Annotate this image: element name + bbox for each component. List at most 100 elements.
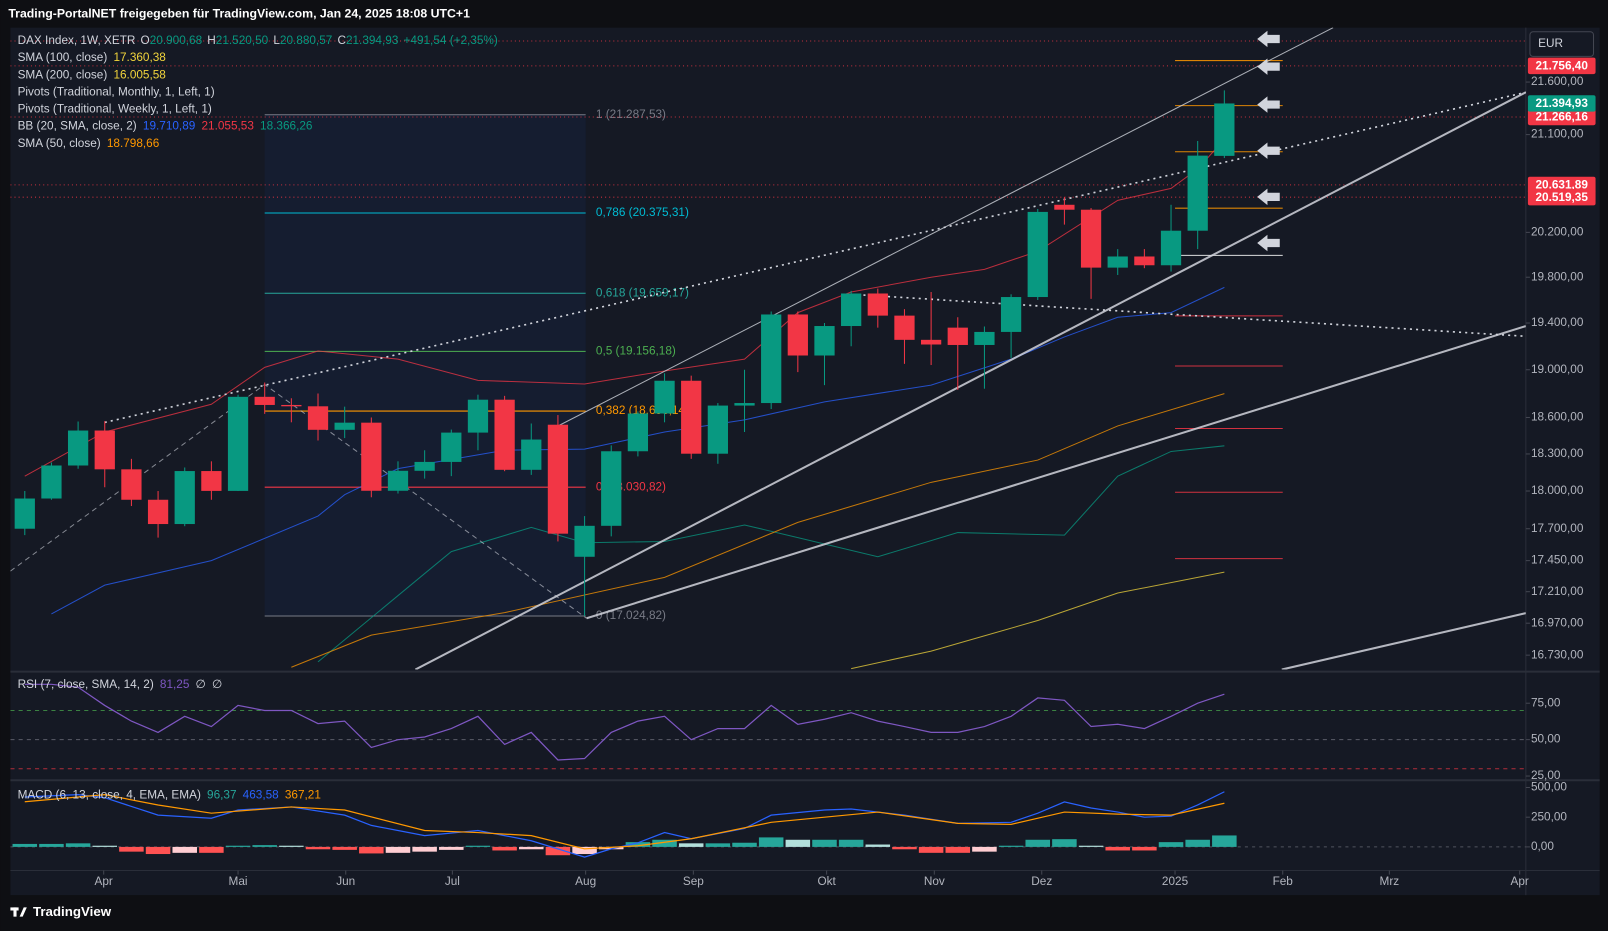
- candle-body: [1187, 155, 1208, 231]
- histogram-bar: [305, 846, 331, 850]
- histogram-bar: [1078, 845, 1104, 847]
- indicator-value: 16.005,58: [113, 68, 166, 81]
- histogram-bar: [972, 846, 997, 852]
- y-tick-label: 18.000,00: [1531, 484, 1584, 497]
- candle-body: [227, 396, 249, 491]
- histogram-bar: [412, 846, 437, 852]
- x-tick-label: Apr: [95, 875, 113, 888]
- histogram-bar: [1185, 839, 1210, 847]
- candle-body: [361, 422, 382, 491]
- histogram-bar: [172, 846, 197, 853]
- histogram-bar: [1158, 842, 1184, 847]
- channel-line: [414, 91, 1526, 670]
- y-tick-label: 16.730,00: [1531, 648, 1584, 661]
- histogram-bar: [918, 846, 944, 853]
- indicator-name: MACD (6, 13, close, 4, EMA, EMA): [18, 789, 201, 802]
- candle-body: [121, 469, 142, 500]
- ohlc-key: H: [207, 34, 216, 47]
- indicator-name: RSI (7, close, SMA, 14, 2): [18, 678, 154, 691]
- legend-line: Pivots (Traditional, Monthly, 1, Left, 1…: [18, 85, 215, 98]
- candle-body: [521, 439, 542, 470]
- candle-body: [254, 396, 275, 405]
- indicator-line: [291, 393, 1225, 668]
- x-tick-label: Apr: [1511, 875, 1529, 888]
- candle-body: [761, 314, 782, 404]
- histogram-bar: [1105, 846, 1130, 851]
- fib-label: 0,5 (19.156,18): [596, 344, 676, 357]
- macd-line: [24, 791, 1225, 858]
- histogram-bar: [1132, 846, 1157, 851]
- candle-body: [867, 293, 888, 316]
- candle-body: [920, 339, 942, 345]
- candle-body: [627, 413, 649, 452]
- logo-part: [13, 907, 17, 917]
- histogram-bar: [519, 846, 544, 850]
- rsi-pane: [10, 683, 1526, 770]
- y-tick-label: 17.700,00: [1531, 522, 1584, 535]
- legend-line: RSI (7, close, SMA, 14, 2) 81,25 ∅ ∅: [18, 678, 223, 691]
- candle-body: [547, 424, 569, 534]
- histogram-bar: [145, 846, 171, 855]
- legend-line: SMA (50, close) 18.798,66: [18, 137, 160, 150]
- fib-label: 0,618 (19.659,17): [596, 286, 689, 299]
- indicator-line: [851, 571, 1225, 670]
- share-header: Trading-PortalNET freigegeben für Tradin…: [8, 7, 470, 21]
- x-tick-label: Feb: [1273, 875, 1294, 888]
- indicator-name: SMA (200, close): [18, 68, 108, 81]
- indicator-line: [51, 286, 1225, 615]
- candle-body: [707, 405, 728, 454]
- price-label-box: [1527, 108, 1596, 126]
- histogram-bar: [1212, 835, 1237, 847]
- currency-label[interactable]: EUR: [1538, 37, 1563, 50]
- price-label: 20.631,89: [1536, 179, 1589, 192]
- histogram-bar: [1025, 839, 1051, 847]
- histogram-bar: [199, 846, 224, 853]
- indicator-value: 81,25: [160, 678, 190, 691]
- candle-body: [1054, 204, 1075, 210]
- y-tick-label: 20.200,00: [1531, 225, 1584, 238]
- histogram-bar: [865, 844, 891, 847]
- indicator-name: Pivots (Traditional, Monthly, 1, Left, 1…: [18, 85, 215, 98]
- histogram-bar: [732, 842, 757, 847]
- fib-label: 1 (21.287,53): [596, 108, 666, 121]
- histogram-bar: [279, 845, 304, 847]
- indicator-value: 18.366,26: [260, 120, 313, 133]
- candle-body: [41, 465, 62, 499]
- indicator-value: ∅: [196, 678, 206, 691]
- indicator-value: 21.055,53: [201, 120, 254, 133]
- indicator-value: 18.798,66: [107, 137, 160, 150]
- candle-body: [601, 451, 622, 526]
- candle-body: [387, 470, 409, 491]
- candle-body: [174, 471, 195, 525]
- fib-label: 0 (17.024,82): [596, 609, 666, 622]
- support-line: [586, 325, 1526, 620]
- histogram-bar: [812, 839, 837, 847]
- rsi-line: [24, 683, 1225, 761]
- y-tick-label: 500,00: [1531, 781, 1567, 794]
- legend-line: SMA (100, close) 17.360,38: [18, 51, 167, 64]
- histogram-bar: [652, 839, 677, 847]
- histogram-bar: [785, 839, 811, 847]
- candle-body: [414, 461, 435, 471]
- histogram-bar: [572, 846, 597, 855]
- last-price-label: 21.394,93: [1536, 97, 1589, 110]
- indicator-line: [24, 138, 1225, 477]
- candle-body: [1000, 297, 1022, 332]
- candle-body: [14, 498, 35, 529]
- indicator-layer: 1 (21.287,53) 0,786 (20.375,31) 0,618 (19.…: [10, 40, 1526, 670]
- candle-body: [67, 430, 89, 466]
- candle-body: [894, 315, 915, 340]
- legend-line: MACD (6, 13, close, 4, EMA, EMA) 96,37 463…: [18, 789, 321, 802]
- symbol-title: DAX Index, 1W, XETR: [18, 34, 136, 47]
- histogram-bar: [625, 842, 651, 847]
- legend-line: BB (20, SMA, close, 2) 19.710,89 21.055,53…: [18, 120, 313, 133]
- currency-button[interactable]: [1529, 31, 1595, 57]
- dotted-trendline: [851, 293, 1526, 338]
- y-tick-label: 50,00: [1531, 733, 1561, 746]
- candle-body: [814, 326, 835, 356]
- support-line: [1281, 612, 1526, 670]
- candle-body: [441, 432, 462, 462]
- legend-line: DAX Index, 1W, XETR O20.900,68 H21.520,50 L…: [18, 34, 498, 47]
- indicator-name: BB (20, SMA, close, 2): [18, 120, 137, 133]
- indicator-value: 19.710,89: [143, 120, 195, 133]
